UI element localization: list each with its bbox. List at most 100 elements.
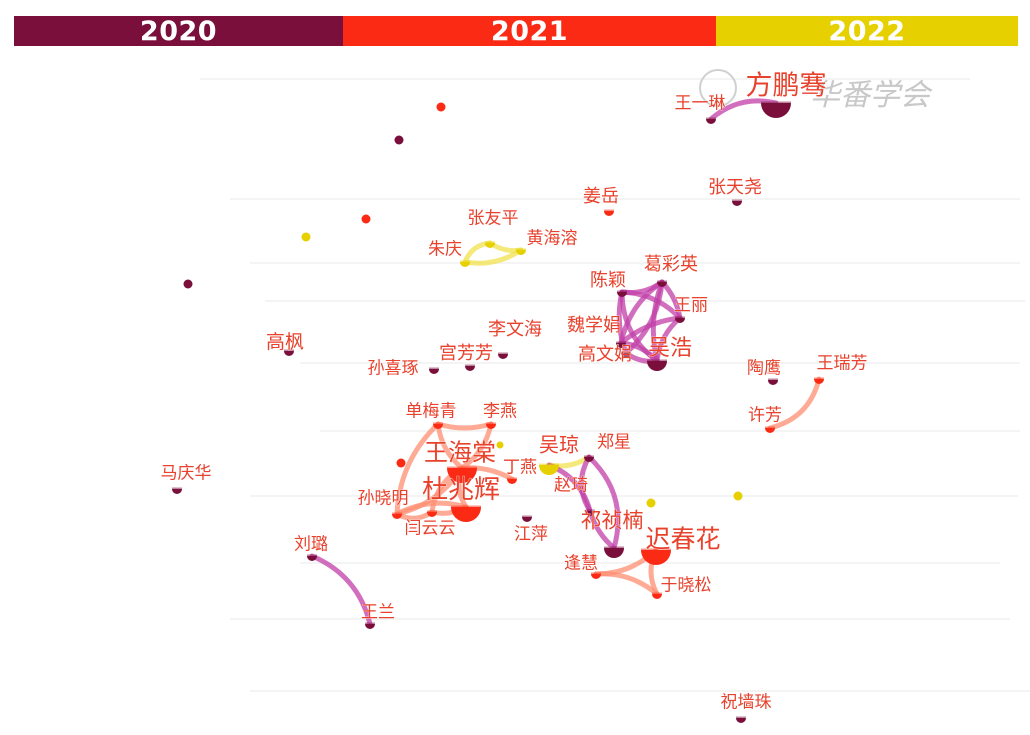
timeline-segment-2022: 2022 (716, 16, 1018, 47)
author-node-cap (768, 378, 778, 380)
background-streak (320, 430, 1020, 432)
collaboration-edge (767, 376, 822, 431)
author-node-cap (498, 352, 508, 354)
author-node-cap (433, 422, 443, 424)
author-node-cap (460, 260, 470, 262)
author-label-zhaoqi: 赵琦 (554, 476, 588, 496)
author-node-taoying[interactable] (768, 380, 778, 385)
author-node-cap (507, 477, 517, 479)
author-node-jiangping[interactable] (522, 517, 532, 522)
author-node-cap (451, 505, 481, 507)
author-label-weixuejuan: 魏学娟 (567, 315, 621, 336)
author-label-zhuqiangzhu: 祝墙珠 (721, 693, 772, 713)
unlabeled-author-node (183, 279, 193, 289)
author-node-cap (732, 199, 742, 201)
author-node-chenying[interactable] (617, 292, 627, 297)
author-node-qizhennan[interactable] (604, 548, 624, 558)
background-streak (230, 618, 1010, 620)
author-node-weixuejuan[interactable] (616, 343, 626, 348)
author-label-chichunhua: 迟春花 (645, 525, 720, 554)
author-label-xufang: 许芳 (748, 406, 782, 426)
author-node-wangyilin[interactable] (706, 119, 716, 124)
author-node-cap (284, 349, 294, 351)
author-node-wanglan[interactable] (365, 624, 375, 629)
author-node-wanghaitang[interactable] (447, 468, 477, 483)
author-node-duzhaohui[interactable] (451, 507, 481, 522)
unlabeled-author-node (394, 135, 404, 145)
background-streak (230, 198, 1020, 200)
author-label-taoying: 陶鹰 (747, 359, 781, 379)
author-node-dingyan[interactable] (507, 479, 517, 484)
author-label-gaofeng: 高枫 (266, 331, 304, 353)
author-node-shanmeiqing[interactable] (433, 424, 443, 429)
author-node-zhangtianyao[interactable] (732, 201, 742, 206)
author-label-wangli: 王丽 (674, 296, 708, 316)
author-label-qizhennan: 祁祯楠 (581, 509, 644, 533)
author-label-wanglan: 王兰 (361, 603, 395, 623)
author-node-cap (675, 316, 685, 318)
author-node-cap (604, 209, 614, 211)
timeline-segment-2020: 2020 (14, 16, 343, 47)
author-node-maqinghua[interactable] (172, 489, 182, 494)
author-node-chichunhua[interactable] (641, 550, 671, 565)
author-node-cap (539, 463, 559, 465)
author-node-wuqiong[interactable] (539, 465, 559, 475)
author-node-cap (657, 280, 667, 282)
collaboration-edge (435, 421, 494, 431)
author-node-wangli[interactable] (675, 318, 685, 323)
author-node-liyan[interactable] (486, 424, 496, 429)
author-label-liwenhai: 李文海 (488, 319, 542, 340)
author-node-fenghui[interactable] (591, 574, 601, 579)
author-node-wangruifang[interactable] (814, 379, 824, 384)
author-node-xufang[interactable] (765, 428, 775, 433)
background-streak (250, 690, 1030, 692)
author-node-cap (465, 364, 475, 366)
author-label-yanyunyun: 闫云云 (405, 519, 456, 539)
author-node-cap (591, 572, 601, 574)
author-label-zhangyouping: 张友平 (468, 209, 519, 229)
collaboration-edge (618, 279, 665, 346)
unlabeled-author-node (396, 458, 406, 468)
unlabeled-author-node (646, 498, 656, 508)
author-label-sunxiaoming: 孙晓明 (358, 489, 409, 509)
author-node-cap (427, 510, 437, 512)
watermark-seal-icon (699, 69, 737, 107)
author-node-fangpengqian[interactable] (761, 103, 791, 118)
author-label-gongfangfang: 宫芳芳 (439, 343, 493, 364)
timeline-segment-2021: 2021 (343, 16, 716, 47)
author-node-zhuqing[interactable] (460, 262, 470, 267)
author-node-gongfangfang[interactable] (465, 366, 475, 371)
author-label-yuxiaosong: 于晓松 (661, 576, 712, 596)
author-label-zhengxing: 郑星 (597, 433, 631, 453)
author-label-chenying: 陈颖 (590, 270, 626, 291)
author-node-zhaoqi[interactable] (585, 511, 595, 516)
author-label-shanmeiqing: 单梅青 (406, 402, 457, 422)
author-node-yanyunyun[interactable] (427, 512, 437, 517)
author-label-duzhaohui: 杜兆辉 (422, 475, 500, 505)
author-node-zhuqiangzhu[interactable] (736, 718, 746, 723)
author-node-liwenhai[interactable] (498, 354, 508, 359)
author-node-sunxizhuo[interactable] (429, 369, 439, 374)
author-node-jiangyue[interactable] (604, 211, 614, 216)
author-node-zhengxing[interactable] (584, 457, 594, 462)
author-label-jiangping: 江萍 (514, 525, 548, 545)
author-node-yuxiaosong[interactable] (652, 594, 662, 599)
author-node-cap (706, 117, 716, 119)
author-node-cap (604, 546, 624, 548)
author-node-wuhao[interactable] (647, 361, 667, 371)
author-node-zhangyouping[interactable] (485, 243, 495, 248)
author-node-cap (652, 592, 662, 594)
author-node-gaowenjuan[interactable] (621, 353, 631, 358)
author-node-cap (522, 515, 532, 517)
author-node-gaofeng[interactable] (284, 351, 294, 356)
author-node-sunxiaoming[interactable] (392, 514, 402, 519)
author-node-huanghairong[interactable] (516, 250, 526, 255)
author-node-cap (761, 101, 791, 103)
collaboration-edge (593, 571, 660, 597)
author-label-zhangtianyao: 张天尧 (708, 177, 762, 198)
background-streak (265, 300, 1025, 302)
background-streak (250, 495, 1018, 497)
collaboration-edge (309, 553, 373, 627)
author-node-geicaiying[interactable] (657, 282, 667, 287)
author-node-liulu[interactable] (307, 556, 317, 561)
